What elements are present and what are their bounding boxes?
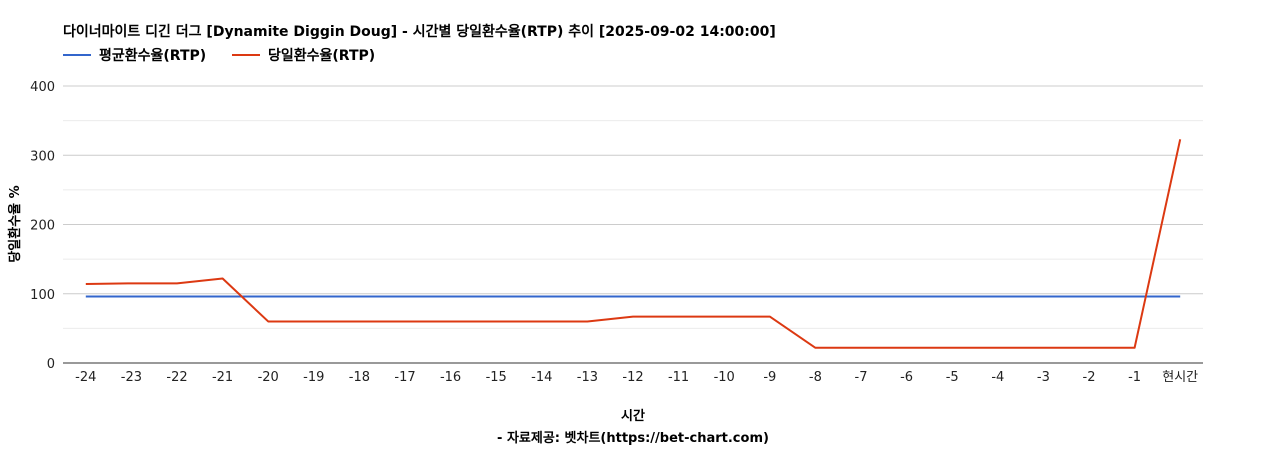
x-tick-label: -5	[946, 370, 959, 385]
gridlines	[63, 85, 1203, 364]
x-tick-label: -7	[855, 370, 868, 385]
x-tick-label: -21	[212, 370, 233, 385]
x-tick-label: -14	[531, 370, 552, 385]
x-tick-label: -15	[486, 370, 507, 385]
y-axis-title: 당일환수율 %	[7, 185, 23, 262]
series-line-2	[85, 139, 1182, 349]
x-tick-label: -8	[809, 370, 822, 385]
x-tick-label: -22	[166, 370, 187, 385]
x-tick-label: -12	[622, 370, 643, 385]
y-axis-ticks: 0 100 200 300 400	[30, 80, 55, 372]
x-tick-label: -9	[763, 370, 776, 385]
x-tick-label: -1	[1128, 370, 1141, 385]
x-tick-label: -18	[349, 370, 370, 385]
x-axis-title: 시간	[621, 408, 645, 424]
x-tick-label: 현시간	[1162, 370, 1198, 385]
x-tick-label: -23	[121, 370, 142, 385]
chart-title: 다이너마이트 디긴 더그 [Dynamite Diggin Doug] - 시간…	[63, 23, 776, 40]
y-tick-label: 100	[30, 288, 55, 303]
x-tick-label: -11	[668, 370, 689, 385]
x-tick-label: -6	[900, 370, 913, 385]
x-tick-label: -17	[394, 370, 415, 385]
x-tick-label: -10	[714, 370, 735, 385]
legend: 평균환수율(RTP) 당일환수율(RTP)	[63, 47, 375, 64]
x-tick-label: -3	[1037, 370, 1050, 385]
x-tick-label: -24	[75, 370, 96, 385]
legend-label: 평균환수율(RTP)	[99, 47, 206, 64]
legend-label: 당일환수율(RTP)	[268, 47, 375, 64]
x-tick-label: -13	[577, 370, 598, 385]
y-tick-label: 400	[30, 80, 55, 95]
x-tick-label: -20	[258, 370, 279, 385]
x-tick-label: -19	[303, 370, 324, 385]
x-tick-label: -16	[440, 370, 461, 385]
y-tick-label: 0	[47, 357, 55, 372]
y-tick-label: 200	[30, 219, 55, 234]
series-lines	[85, 139, 1182, 349]
x-axis-ticks: -24 -23 -22 -21 -20 -19 -18 -17 -16 -15 -14 -13 -12 -…	[75, 370, 1198, 385]
x-tick-label: -4	[991, 370, 1004, 385]
source-credit: - 자료제공: 벳차트(https://bet-chart.com)	[497, 430, 769, 446]
x-tick-label: -2	[1083, 370, 1096, 385]
y-tick-label: 300	[30, 149, 55, 164]
